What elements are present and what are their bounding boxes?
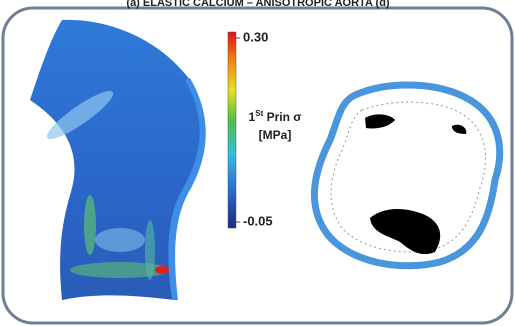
figure: (a) ELASTIC CALCIUM – ANISOTROPIC AORTA …	[0, 0, 515, 326]
colorbar-unit: [MPa]	[259, 128, 292, 142]
figure-title: (a) ELASTIC CALCIUM – ANISOTROPIC AORTA …	[126, 0, 390, 9]
colorbar-tick-label: -0.05	[243, 213, 273, 228]
label-rest: Prin σ	[263, 110, 301, 124]
colorbar	[228, 32, 236, 228]
colorbar-tick-label: 0.30	[243, 29, 268, 44]
